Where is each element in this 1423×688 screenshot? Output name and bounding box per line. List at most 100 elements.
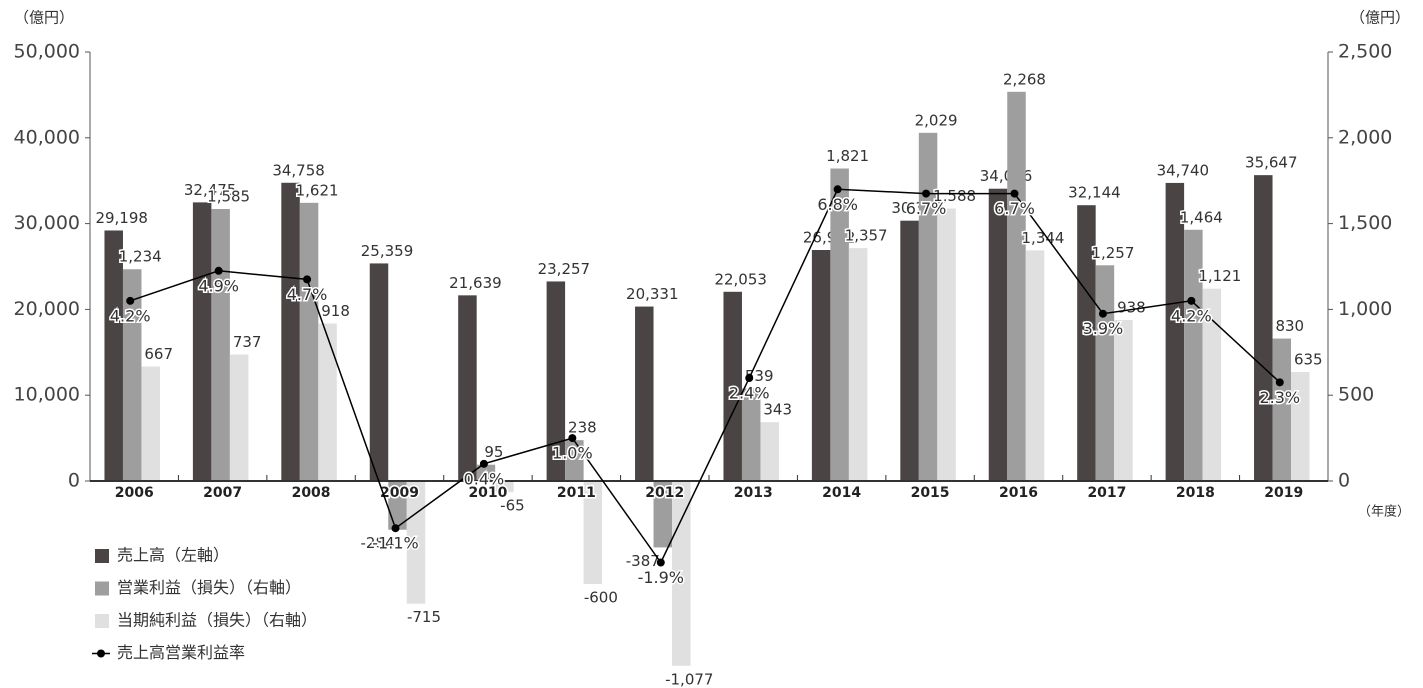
x-tick-label: 2014 [822,485,861,501]
bar [122,269,142,481]
bar [1202,288,1222,481]
line-point [745,374,754,383]
y-tick-label: 20,000 [14,298,80,320]
bar [192,202,212,481]
line-point [1098,309,1107,318]
line-label: 6.8% [817,195,858,214]
x-tick-label: 2012 [645,485,684,501]
line-point [126,296,135,305]
line-label: 4.9% [198,276,239,295]
data-label: 34,758 [272,161,325,179]
line-label: 2.4% [729,384,770,403]
y-tick-label: 40,000 [14,126,80,148]
bar [458,295,477,481]
legend-swatch [95,549,109,563]
bar [476,464,496,481]
line [129,188,1281,564]
y2-tick-label: 2,500 [1338,41,1392,63]
data-label: 1,821 [826,147,869,165]
legend-label: 売上高営業利益率 [117,643,245,662]
line-label: 6.7% [994,199,1035,218]
y2-tick-label: 0 [1338,470,1350,492]
data-label: 1,121 [1198,267,1241,285]
data-label: 34,740 [1157,161,1210,179]
data-label: 1,621 [296,181,339,199]
line-label: 2.3% [1259,388,1300,407]
data-label: 95 [484,443,503,461]
data-label: 238 [568,419,597,437]
bar [406,481,426,604]
bar [104,230,123,481]
x-tick-label: 2007 [203,485,242,501]
data-label: -65 [500,497,525,515]
x-tick-label: 2018 [1176,485,1215,501]
legend-label: 営業利益（損失）（右軸） [117,578,301,597]
line-label: 1.0% [552,444,593,463]
data-label: 20,331 [626,285,679,303]
bar [741,388,761,481]
data-label: 1,585 [207,188,250,206]
bar [1077,205,1096,482]
bar [583,481,603,584]
legend-point [97,649,105,658]
x-tick-label: 2009 [380,485,419,501]
data-label: 23,257 [538,260,591,278]
y-tick-label: 30,000 [14,212,80,234]
bar [848,248,868,481]
data-label: 635 [1294,351,1323,369]
bar [229,354,249,481]
line-point [1010,189,1019,198]
bar [495,481,514,493]
line-label: -1.9% [638,568,684,587]
data-label: -715 [407,608,441,626]
data-label: 2,268 [1003,70,1046,88]
bar [565,440,584,481]
bar [1291,372,1310,481]
bar [918,132,938,481]
data-label: 343 [763,401,792,419]
data-label: 1,257 [1091,244,1134,262]
bar [299,202,319,481]
bar [1272,338,1292,481]
data-label: 21,639 [449,274,502,292]
data-label: -387 [626,552,660,570]
data-label: 1,588 [933,187,976,205]
line-label: -1.1% [372,534,418,553]
data-label: 830 [1275,317,1304,335]
data-label: -600 [584,588,618,606]
bar [1165,182,1185,482]
line-point [303,275,312,284]
y-tick-label: 0 [68,470,80,492]
data-label: 1,234 [119,248,162,266]
line-point [656,558,665,567]
bar [830,168,849,481]
line-label: 3.9% [1083,319,1124,338]
x-unit-label: （年度） [1358,504,1410,520]
data-label: 1,344 [1022,229,1065,247]
bar [1254,175,1273,481]
x-tick-label: 2013 [734,485,773,501]
bar [672,481,691,666]
bar [1184,229,1203,481]
data-label: -284 [360,534,394,552]
y-unit-label: （億円） [14,9,74,27]
bar [653,481,673,548]
x-tick-label: 2015 [911,485,950,501]
data-label: 737 [233,333,262,351]
x-tick-label: 2019 [1264,485,1303,501]
line-point [214,266,223,275]
x-tick-label: 2008 [292,485,331,501]
line-point [391,524,400,533]
bar [369,263,389,481]
x-tick-label: 2011 [557,485,596,501]
bar [141,366,160,481]
line-point [922,189,931,198]
bar [723,291,742,481]
line-label: 4.2% [1171,306,1212,325]
legend-label: 売上高（左軸） [117,546,229,565]
bar [1095,265,1115,481]
data-label: 35,647 [1245,154,1298,172]
y2-tick-label: 2,000 [1338,126,1392,148]
line-point [568,434,577,443]
bar [937,208,956,481]
